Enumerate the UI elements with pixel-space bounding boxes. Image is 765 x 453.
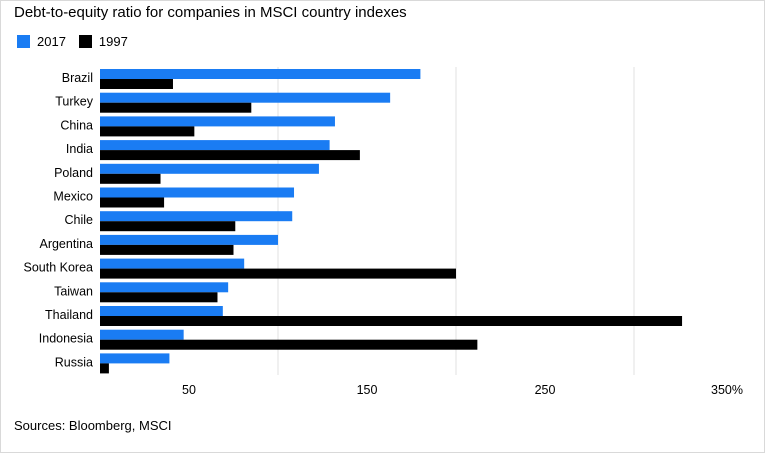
bar-1997 xyxy=(100,102,252,113)
chart-legend: 2017 1997 xyxy=(17,32,141,50)
category-label: Chile xyxy=(65,213,94,227)
category-label: Brazil xyxy=(62,71,93,85)
category-label: Thailand xyxy=(45,308,93,322)
bar-1997 xyxy=(100,268,456,279)
x-tick-label: 350% xyxy=(711,383,743,397)
bar-2017 xyxy=(100,92,391,103)
bar-1997 xyxy=(100,363,109,374)
category-label: Taiwan xyxy=(54,284,93,298)
bar-1997 xyxy=(100,244,234,255)
bar-2017 xyxy=(100,140,330,151)
category-label: Turkey xyxy=(55,95,93,109)
x-tick-label: 250 xyxy=(535,383,556,397)
legend-swatch-1997 xyxy=(78,34,92,48)
legend-swatch-2017 xyxy=(17,34,30,48)
bar-1997 xyxy=(100,316,683,326)
bar-2017 xyxy=(100,282,229,293)
bar-1997 xyxy=(100,197,165,208)
bar-1997 xyxy=(100,173,161,184)
category-label: South Korea xyxy=(24,261,94,275)
chart-title: Debt-to-equity ratio for companies in MS… xyxy=(14,4,407,21)
legend-item-1997: 1997 xyxy=(78,33,128,49)
bar-1997 xyxy=(100,79,173,89)
legend-label-1997: 1997 xyxy=(98,33,128,49)
bar-2017 xyxy=(100,353,170,364)
category-label: India xyxy=(66,142,93,156)
category-label: Mexico xyxy=(53,190,93,204)
bar-2017 xyxy=(100,306,223,316)
bar-1997 xyxy=(100,339,478,350)
category-label: Indonesia xyxy=(39,332,93,346)
bar-2017 xyxy=(100,211,293,222)
legend-label-2017: 2017 xyxy=(37,33,66,49)
category-label: Russia xyxy=(55,355,93,369)
legend-item-2017: 2017 xyxy=(17,34,66,49)
bar-2017 xyxy=(100,163,319,174)
bar-2017 xyxy=(100,329,184,340)
source-note: Sources: Bloomberg, MSCI xyxy=(14,418,172,433)
x-tick-label: 150 xyxy=(357,383,378,397)
bar-2017 xyxy=(100,258,245,269)
bar-2017 xyxy=(100,116,335,127)
x-tick-label: 50 xyxy=(182,383,196,397)
bar-2017 xyxy=(100,234,278,245)
bar-1997 xyxy=(100,126,195,137)
bar-1997 xyxy=(100,292,218,303)
category-label: China xyxy=(60,118,93,132)
bar-2017 xyxy=(100,69,421,79)
bar-1997 xyxy=(100,150,360,161)
category-label: Poland xyxy=(54,166,93,180)
bar-1997 xyxy=(100,221,236,232)
bar-2017 xyxy=(100,187,295,198)
category-label: Argentina xyxy=(39,237,93,251)
